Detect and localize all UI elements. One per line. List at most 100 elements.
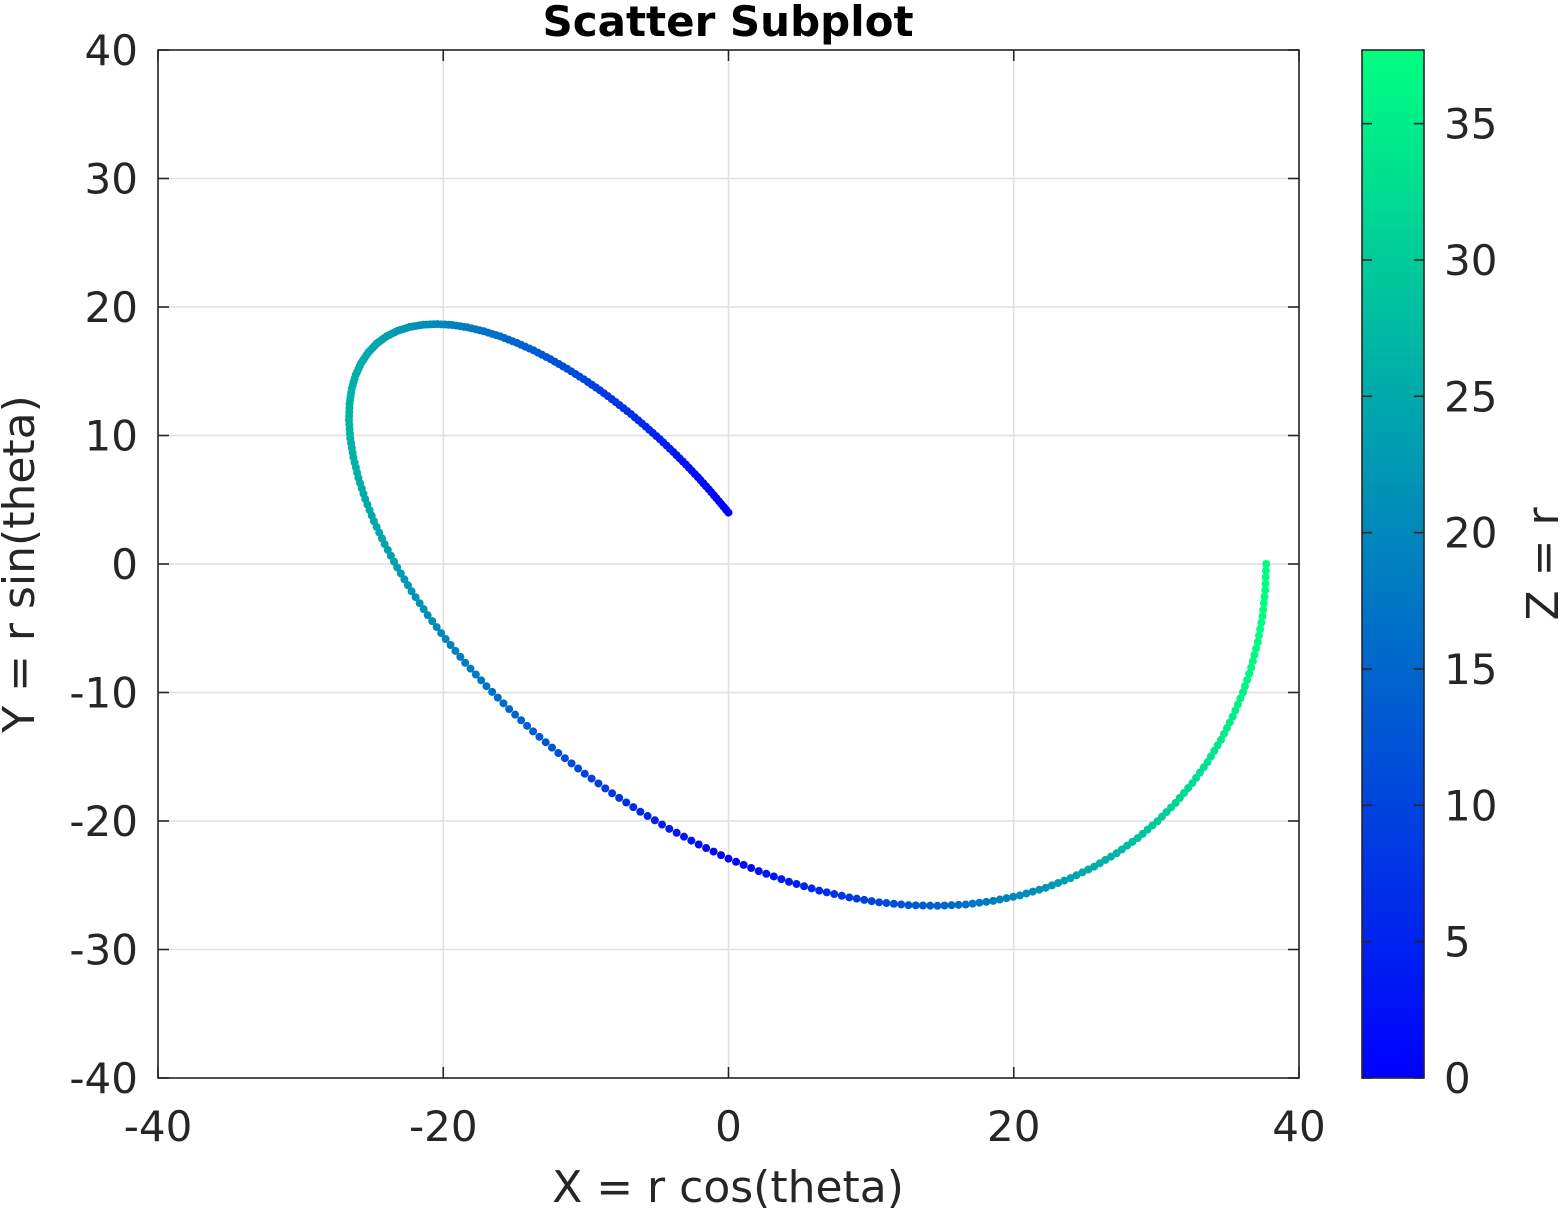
scatter-point [396, 569, 405, 578]
scatter-point [390, 557, 399, 566]
y-tick-label: -40 [69, 1054, 138, 1103]
scatter-point [643, 812, 652, 821]
scatter-point [1233, 700, 1242, 709]
scatter-point [1253, 638, 1262, 647]
colorbar-tick-label: 10 [1444, 781, 1497, 830]
scatter-point [687, 836, 696, 845]
scatter-point [415, 599, 424, 608]
scatter-point [1261, 573, 1270, 582]
colorbar [1361, 49, 1425, 1079]
scatter-point [541, 738, 550, 747]
scatter-point [724, 508, 733, 517]
chart-title: Scatter Subplot [542, 0, 913, 46]
scatter-point [694, 840, 703, 849]
y-tick-label: 10 [85, 412, 138, 461]
colorbar-tick-label: 15 [1444, 645, 1497, 694]
scatter-point [1238, 688, 1247, 697]
scatter-point [403, 581, 412, 590]
scatter-point [747, 863, 756, 872]
scatter-point [995, 895, 1004, 904]
scatter-point [1066, 874, 1075, 883]
scatter-point [1060, 876, 1069, 885]
scatter-point [407, 587, 416, 596]
scatter-point [622, 798, 631, 807]
scatter-point [784, 877, 793, 886]
scatter-point [1035, 885, 1044, 894]
scatter-point [456, 652, 465, 661]
scatter-point [724, 854, 733, 863]
scatter-point [423, 611, 432, 620]
scatter-point [889, 899, 898, 908]
scatter-point [762, 869, 771, 878]
scatter-point [875, 898, 884, 907]
scatter-point [940, 901, 949, 910]
scatter-point [1022, 889, 1031, 898]
scatter-point [580, 769, 589, 778]
scatter-point [523, 721, 532, 730]
scatter-point [629, 803, 638, 812]
scatter-point [989, 896, 998, 905]
scatter-point [807, 884, 816, 893]
x-axis-label: X = r cos(theta) [552, 1162, 904, 1210]
scatter-point [1054, 879, 1063, 888]
axis-ticks: -40 -20 0 20 40 -40 -30 -20 -10 0 10 20 30 40 [69, 26, 1325, 1151]
scatter-point [511, 710, 520, 719]
scatter-point [505, 705, 514, 714]
scatter-point [947, 901, 956, 910]
scatter-point [1254, 631, 1263, 640]
scatter-point [400, 575, 409, 584]
y-tick-label: -30 [69, 926, 138, 975]
x-tick-label: 40 [1272, 1102, 1325, 1151]
x-tick-label: -40 [124, 1102, 193, 1151]
scatter-point [1236, 694, 1245, 703]
scatter-point [1241, 682, 1250, 691]
scatter-point [615, 793, 624, 802]
scatter-point [1261, 566, 1270, 575]
y-tick-label: -10 [69, 669, 138, 718]
y-tick-label: -20 [69, 797, 138, 846]
scatter-point [769, 872, 778, 881]
scatter-point [386, 551, 395, 560]
scatter-point [601, 784, 610, 793]
scatter-point [1261, 579, 1270, 588]
scatter-point [1047, 881, 1056, 890]
scatter-point [1245, 669, 1254, 678]
scatter-point [852, 894, 861, 903]
scatter-point [918, 901, 927, 910]
scatter-point [1259, 605, 1268, 614]
scatter-point [1002, 894, 1011, 903]
scatter-point [830, 890, 839, 899]
scatter-point [975, 898, 984, 907]
scatter-point [860, 895, 869, 904]
scatter-point [800, 882, 809, 891]
scatter-point [471, 670, 480, 679]
scatter-point [1252, 644, 1261, 653]
scatter-point [845, 893, 854, 902]
scatter-point [493, 693, 502, 702]
scatter-point [383, 545, 392, 554]
scatter-point [658, 820, 667, 829]
scatter-point [961, 900, 970, 909]
scatter-point [535, 732, 544, 741]
scatter-point [477, 676, 486, 685]
scatter-point [461, 658, 470, 667]
scatter-point [882, 899, 891, 908]
scatter-point [446, 640, 455, 649]
scatter-point [548, 743, 557, 752]
scatter-point [1090, 862, 1099, 871]
scatter-point [554, 749, 563, 758]
scatter-point [926, 901, 935, 910]
scatter-point [1247, 663, 1256, 672]
colorbar-label: Z = r [1518, 507, 1563, 621]
scatter-point [1243, 675, 1252, 684]
scatter-point [419, 605, 428, 614]
colorbar-tick-label: 0 [1444, 1054, 1471, 1103]
scatter-point [1259, 599, 1268, 608]
y-tick-label: 30 [85, 155, 138, 204]
x-tick-label: -20 [409, 1102, 478, 1151]
scatter-point [1078, 868, 1087, 877]
scatter-point [1262, 560, 1271, 568]
y-tick-label: 20 [85, 283, 138, 332]
scatter-point [1261, 586, 1270, 595]
scatter-point [1250, 650, 1259, 659]
